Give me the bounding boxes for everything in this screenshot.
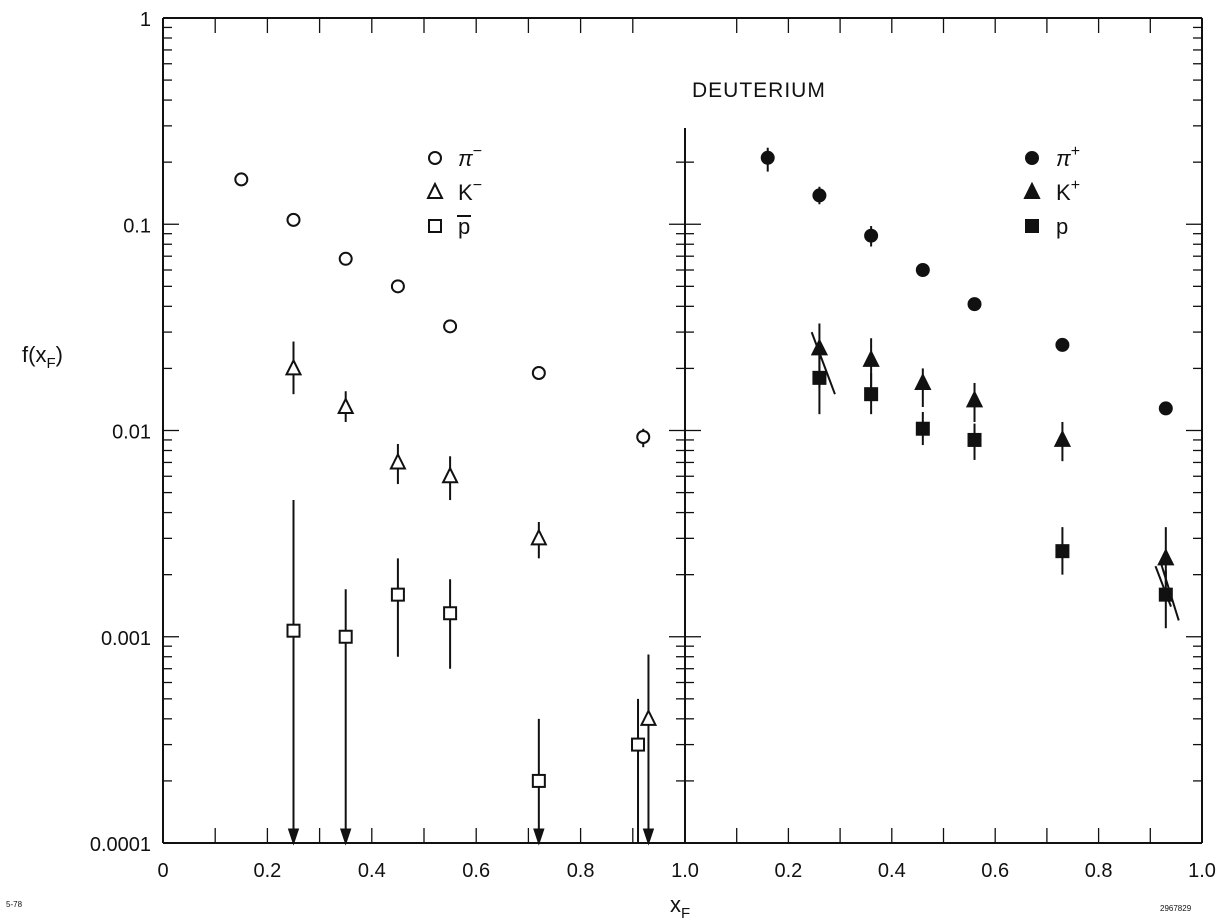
data-point-triangle (441, 466, 459, 484)
legend-label-main: p (458, 214, 470, 239)
data-point-circle (636, 430, 651, 445)
data-point-circle (286, 212, 301, 227)
x-axis-label-main: x (670, 892, 681, 917)
data-point-circle (1158, 401, 1173, 416)
data-point-square (864, 387, 879, 402)
data-point-circle (443, 319, 458, 334)
data-point-square (428, 219, 442, 233)
y-tick-label: 0.0001 (90, 834, 151, 856)
systematic-band-line (810, 331, 836, 395)
legend-label: K+ (1056, 177, 1080, 205)
legend-label: p (458, 214, 470, 239)
y-tick-label: 0.1 (123, 215, 151, 237)
upper-limit-arrow (642, 828, 655, 846)
data-point-triangle (862, 349, 880, 367)
data-point-square (338, 629, 353, 644)
data-point-triangle (1053, 429, 1072, 447)
legend-label: p (1056, 214, 1068, 239)
data-point-triangle (914, 372, 932, 390)
data-point-triangle (965, 390, 984, 408)
legend-label-sup: + (1071, 143, 1080, 160)
data-point-circle (864, 228, 879, 243)
y-axis-label-sub: F (46, 355, 55, 372)
data-point-circle (531, 366, 546, 381)
legend-label-main: K (1056, 180, 1071, 205)
plot-frame (162, 17, 1203, 844)
x-tick-label: 0.4 (878, 860, 906, 882)
x-tick-label: 0 (157, 860, 168, 882)
x-tick-label: 0.2 (253, 860, 281, 882)
legend-label-main: K (458, 180, 473, 205)
data-point-triangle (639, 708, 658, 726)
legend-label-sup: − (473, 177, 482, 194)
upper-limit-arrow (340, 828, 352, 846)
upper-limit-arrow (533, 828, 545, 846)
data-point-circle (760, 150, 775, 165)
data-point-circle (915, 263, 930, 278)
x-axis-label: xF (670, 892, 690, 921)
data-point-circle (338, 251, 353, 266)
data-point-square (967, 432, 982, 447)
data-point-square (915, 421, 930, 436)
systematic-band-line (1154, 565, 1172, 607)
data-point-triangle (1023, 181, 1041, 199)
x-tick-label: 0.8 (1085, 860, 1113, 882)
data-point-triangle (530, 528, 548, 546)
data-point-triangle (337, 396, 355, 414)
data-point-circle (234, 172, 249, 187)
data-point-square (812, 370, 827, 385)
x-axis-label-sub: F (681, 905, 690, 921)
data-point-circle (812, 188, 827, 203)
legend-label: π+ (1056, 143, 1080, 171)
x-tick-label: 0.8 (567, 860, 595, 882)
legend-label-sup: − (473, 143, 482, 160)
data-point-square (1055, 544, 1070, 559)
systematic-band-line (1159, 561, 1180, 621)
x-tick-label: 1.0 (671, 860, 699, 882)
corner-code-left: 5-78 (6, 900, 23, 909)
x-tick-label: 0.6 (462, 860, 490, 882)
data-point-square (390, 587, 405, 602)
y-axis-ticks: 1 0.1 0.01 0.001 0.0001 (90, 9, 1202, 856)
corner-code-right: 2967829 (1160, 904, 1192, 913)
legend-label: π− (458, 143, 482, 171)
data-point-circle (1055, 337, 1070, 352)
data-point-circle (967, 297, 982, 312)
data-point-triangle (389, 452, 407, 470)
y-tick-label: 0.01 (112, 422, 151, 444)
data-point-square (286, 623, 301, 638)
legend-label-main: π (1056, 146, 1072, 171)
x-tick-label: 0.2 (774, 860, 802, 882)
y-tick-label: 0.001 (101, 628, 151, 650)
data-point-square (443, 606, 458, 621)
y-axis-label-main: f(x (22, 342, 46, 367)
x-tick-label: 0.4 (358, 860, 386, 882)
legend-label-main: p (1056, 214, 1068, 239)
data-point-square (1025, 219, 1039, 233)
data-point-square (531, 773, 546, 788)
chart-title: DEUTERIUM (692, 79, 826, 102)
data-point-triangle (1157, 548, 1175, 566)
y-axis-label: f(xF) (22, 342, 63, 372)
upper-limit-arrow (287, 828, 300, 846)
data-point-circle (1025, 151, 1039, 165)
y-axis-label-close: ) (56, 342, 63, 367)
x-tick-label: 0.6 (981, 860, 1009, 882)
y-tick-label: 1 (140, 9, 151, 31)
data-point-triangle (284, 358, 303, 376)
data-point-circle (390, 279, 405, 294)
data-marks (234, 147, 1180, 846)
data-point-triangle (426, 181, 444, 199)
x-axis-ticks: 0 0.2 0.4 0.6 0.8 1.0 0.2 0.4 0.6 0.8 1.0 (157, 18, 1216, 882)
data-point-square (631, 737, 646, 752)
legend-label-main: π (458, 146, 474, 171)
legend-label-sup: + (1071, 177, 1080, 194)
x-tick-label: 1.0 (1188, 860, 1216, 882)
data-point-circle (428, 151, 442, 165)
legends: π−K−pπ+K+p (426, 143, 1080, 239)
legend-label: K− (458, 177, 482, 205)
